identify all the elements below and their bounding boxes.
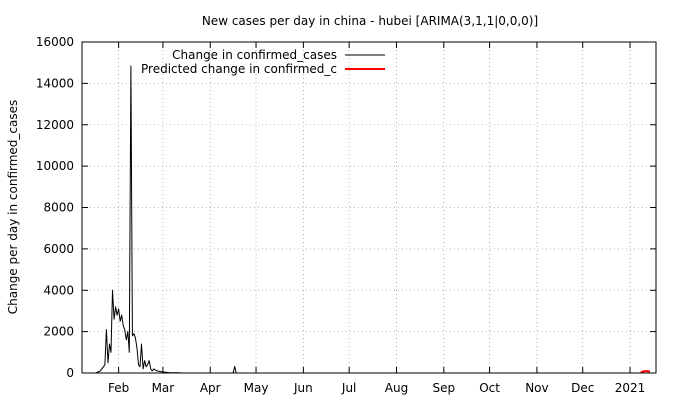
x-tick-label: Apr — [200, 381, 221, 395]
plot-frame — [81, 41, 657, 374]
x-tick-label: Jul — [341, 381, 356, 395]
x-axis: Feb Mar Apr May Jun Jul Aug Sep Oct Nov Dec 2021 — [108, 42, 645, 395]
y-tick-label: 0 — [66, 366, 74, 380]
x-tick-label: 2021 — [615, 381, 646, 395]
x-tick-label: Feb — [108, 381, 129, 395]
grid — [82, 42, 656, 373]
x-tick-label: Dec — [571, 381, 594, 395]
y-axis-label: Change per day in confirmed_cases — [6, 100, 20, 315]
legend-label: Predicted change in confirmed_c — [141, 62, 337, 76]
series-line-actual — [95, 65, 650, 374]
y-tick-label: 2000 — [43, 325, 74, 339]
y-tick-label: 8000 — [43, 201, 74, 215]
x-tick-label: Nov — [525, 381, 548, 395]
x-tick-label: Oct — [479, 381, 500, 395]
x-tick-label: May — [244, 381, 269, 395]
x-tick-label: Mar — [152, 381, 175, 395]
y-tick-label: 14000 — [36, 76, 74, 90]
y-tick-label: 16000 — [36, 35, 74, 49]
series-line-predicted — [640, 370, 651, 374]
y-axis: 0 2000 4000 6000 8000 10000 12000 14000 16000 — [36, 35, 656, 380]
y-tick-label: 6000 — [43, 242, 74, 256]
x-tick-label: Jun — [293, 381, 313, 395]
x-tick-label: Sep — [432, 381, 455, 395]
x-tick-label: Aug — [385, 381, 408, 395]
chart-title: New cases per day in china - hubei [ARIM… — [202, 14, 538, 28]
y-tick-label: 12000 — [36, 118, 74, 132]
series-lines — [95, 65, 651, 374]
y-tick-label: 4000 — [43, 283, 74, 297]
legend-label: Change in confirmed_cases — [172, 48, 337, 62]
y-tick-label: 10000 — [36, 159, 74, 173]
